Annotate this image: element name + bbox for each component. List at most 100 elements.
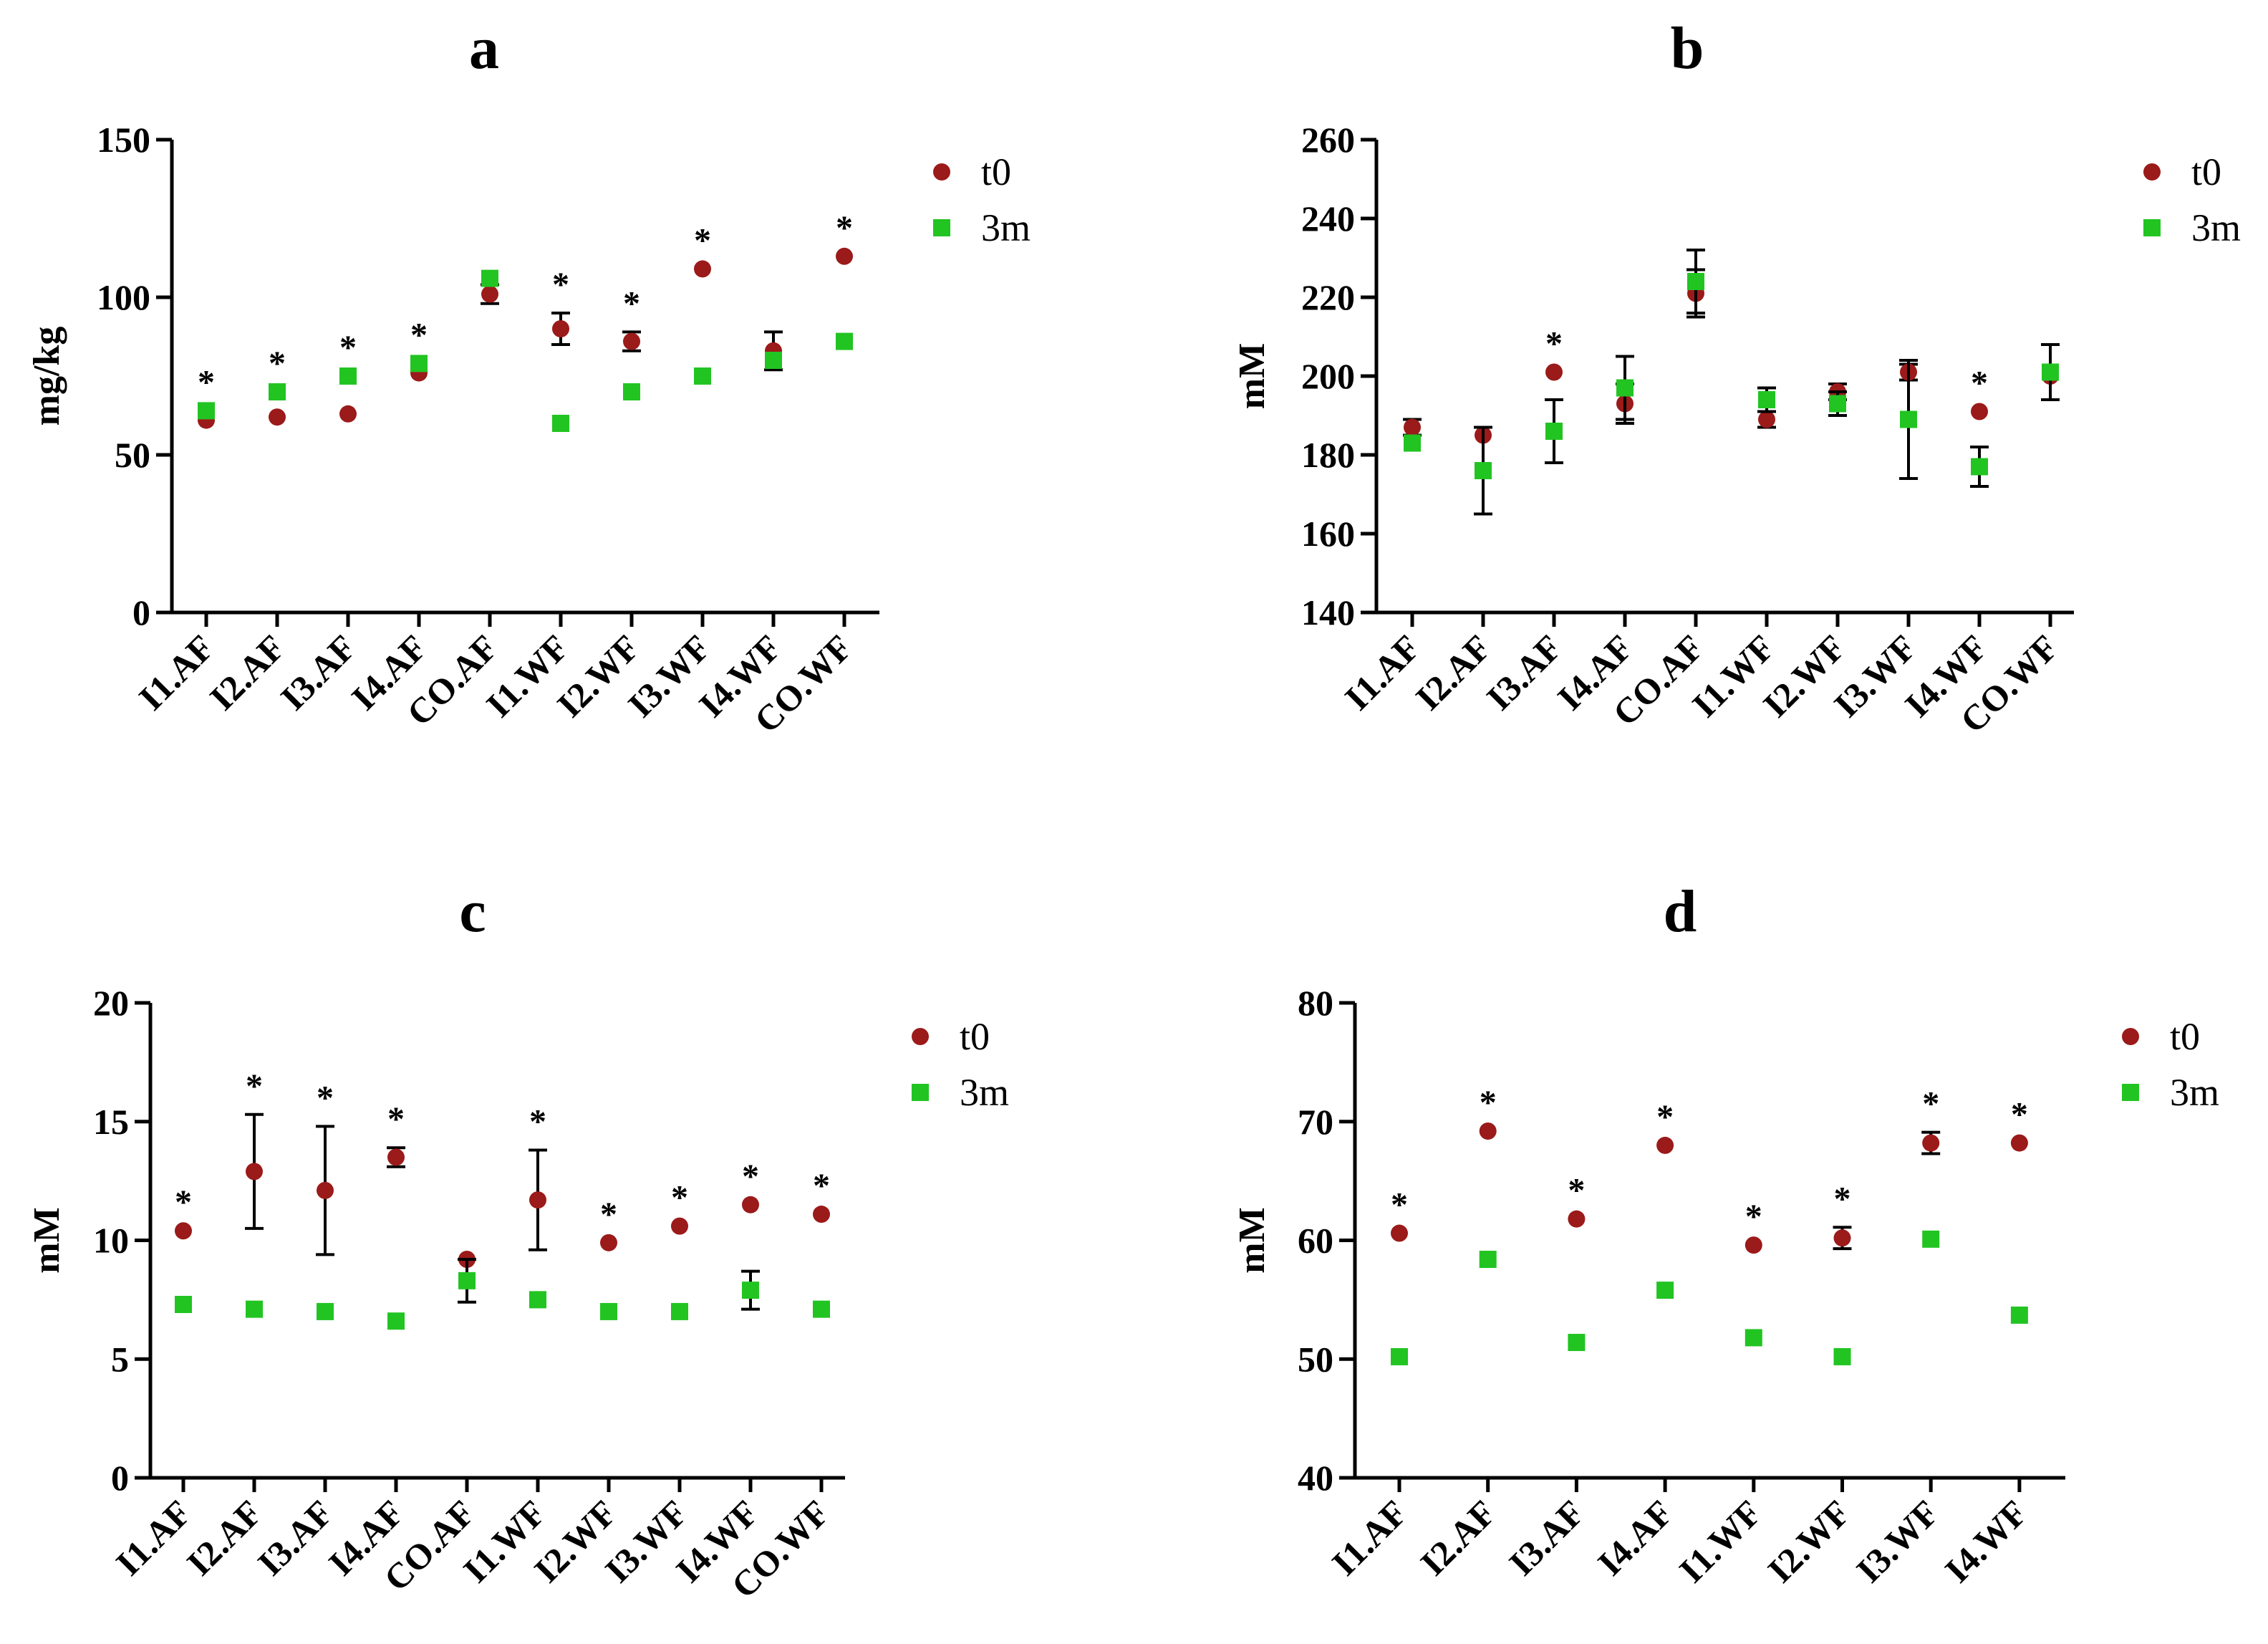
- data-point-3m: [1687, 273, 1704, 290]
- data-point-3m: [623, 383, 640, 400]
- significance-marker: *: [1922, 1085, 1939, 1123]
- significance-marker: *: [1656, 1098, 1674, 1136]
- data-point-3m: [600, 1302, 617, 1320]
- significance-marker: *: [813, 1167, 830, 1205]
- data-point-3m: [1656, 1282, 1674, 1299]
- significance-marker: *: [175, 1183, 192, 1221]
- chart-panel-c: c05101520mMI1.AFI2.AFI3.AFI4.AFCO.AFI1.W…: [26, 878, 1009, 1606]
- data-point-t0: [1404, 418, 1421, 436]
- significance-marker: *: [1545, 325, 1563, 363]
- legend-label: 3m: [2170, 1071, 2219, 1114]
- legend-label: t0: [2191, 150, 2221, 193]
- data-point-3m: [339, 367, 357, 385]
- y-tick-label: 260: [1301, 120, 1355, 160]
- data-point-3m: [1745, 1329, 1762, 1347]
- significance-marker: *: [198, 363, 215, 401]
- y-axis-label: mg/kg: [26, 327, 67, 426]
- data-point-3m: [742, 1282, 759, 1299]
- y-tick-label: 20: [93, 983, 129, 1023]
- chart-title: b: [1671, 15, 1704, 82]
- x-tick-label: I2.AF: [1408, 627, 1499, 718]
- data-point-3m: [1758, 391, 1775, 408]
- y-tick-label: 5: [111, 1339, 129, 1379]
- data-point-3m: [387, 1312, 405, 1330]
- legend-marker-t0: [2122, 1028, 2139, 1045]
- data-point-t0: [813, 1206, 830, 1224]
- legend-label: t0: [981, 150, 1011, 193]
- significance-marker: *: [742, 1158, 759, 1196]
- data-point-t0: [529, 1191, 546, 1209]
- x-tick-label: I2.WF: [549, 627, 647, 725]
- data-point-3m: [836, 332, 853, 350]
- chart-title: a: [469, 15, 499, 82]
- data-point-t0: [387, 1148, 405, 1166]
- y-tick-label: 0: [132, 592, 150, 633]
- data-point-3m: [1475, 462, 1492, 479]
- x-tick-label: I1.WF: [1684, 627, 1782, 725]
- x-tick-label: I1.AF: [1324, 1492, 1415, 1583]
- y-tick-label: 150: [97, 120, 150, 160]
- data-point-3m: [2010, 1306, 2028, 1324]
- y-tick-label: 240: [1301, 198, 1355, 239]
- x-tick-label: I3.AF: [250, 1492, 341, 1583]
- data-point-t0: [1745, 1236, 1762, 1254]
- legend-marker-3m: [2122, 1084, 2139, 1101]
- chart-title: c: [459, 878, 486, 945]
- x-tick-label: I1.AF: [108, 1492, 199, 1583]
- data-point-3m: [2042, 363, 2059, 381]
- x-tick-label: I4.WF: [1937, 1492, 2035, 1590]
- legend-label: t0: [2170, 1015, 2200, 1058]
- legend-marker-3m: [2143, 219, 2161, 236]
- legend-marker-t0: [912, 1028, 929, 1045]
- data-point-3m: [813, 1300, 830, 1318]
- significance-marker: *: [269, 345, 286, 383]
- data-point-t0: [1391, 1224, 1408, 1242]
- significance-marker: *: [317, 1079, 334, 1117]
- significance-marker: *: [1745, 1198, 1762, 1236]
- data-point-t0: [2010, 1134, 2028, 1152]
- legend-marker-t0: [933, 163, 950, 181]
- y-tick-label: 10: [93, 1221, 129, 1261]
- x-tick-label: I1.AF: [1337, 627, 1428, 718]
- data-point-3m: [1545, 423, 1563, 440]
- data-point-t0: [671, 1217, 688, 1235]
- x-tick-label: I3.WF: [620, 627, 718, 725]
- data-point-3m: [1833, 1347, 1851, 1365]
- data-point-t0: [1479, 1123, 1497, 1140]
- y-tick-label: 70: [1298, 1102, 1333, 1142]
- data-point-3m: [694, 367, 711, 385]
- data-point-3m: [1922, 1230, 1940, 1248]
- data-point-3m: [1568, 1334, 1586, 1352]
- data-point-3m: [765, 352, 782, 369]
- data-point-3m: [1616, 379, 1634, 397]
- legend-label: 3m: [2191, 206, 2241, 249]
- legend-label: 3m: [960, 1071, 1009, 1114]
- data-point-t0: [1833, 1229, 1851, 1247]
- legend-marker-3m: [912, 1084, 929, 1101]
- y-tick-label: 160: [1301, 514, 1355, 554]
- data-point-3m: [529, 1291, 546, 1309]
- y-tick-label: 200: [1301, 356, 1355, 396]
- data-point-t0: [742, 1196, 759, 1213]
- data-point-t0: [1568, 1210, 1586, 1228]
- y-tick-label: 140: [1301, 592, 1355, 633]
- y-tick-label: 60: [1298, 1221, 1333, 1261]
- data-point-3m: [175, 1296, 192, 1314]
- data-point-3m: [1404, 434, 1421, 452]
- legend-label: 3m: [981, 206, 1031, 249]
- x-tick-label: I1.AF: [131, 627, 222, 718]
- x-tick-label: I2.WF: [1755, 627, 1853, 725]
- data-point-3m: [1900, 410, 1917, 428]
- significance-marker: *: [1480, 1084, 1497, 1122]
- y-tick-label: 50: [115, 435, 150, 475]
- x-tick-label: I3.WF: [1848, 1492, 1946, 1590]
- chart-panel-d: d 40 50 60 70 80 mM I1.AFI2.AFI3.AFI4.AFI1.WFI2…: [1232, 878, 2219, 1590]
- data-point-3m: [552, 415, 569, 432]
- x-tick-label: I3.AF: [1479, 627, 1570, 718]
- y-tick-label: 100: [97, 277, 150, 317]
- significance-marker: *: [671, 1179, 688, 1217]
- data-point-3m: [198, 402, 215, 420]
- data-point-3m: [246, 1300, 263, 1318]
- significance-marker: *: [836, 209, 853, 247]
